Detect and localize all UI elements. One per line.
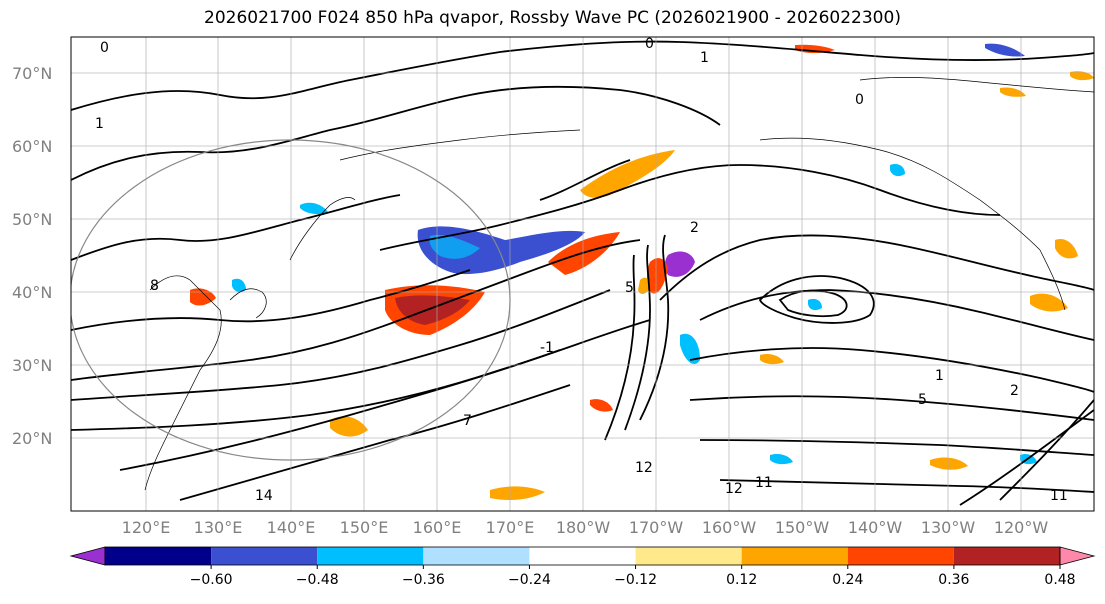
lon-label: 140°E bbox=[267, 518, 316, 537]
colorbar-tick-label: 0.24 bbox=[832, 572, 863, 588]
contour-label: 7 bbox=[463, 413, 472, 429]
colorbar-tick-label: −0.60 bbox=[190, 572, 233, 588]
colorbar-tick-label: −0.12 bbox=[614, 572, 657, 588]
lon-label: 160°E bbox=[413, 518, 462, 537]
lon-label: 150°W bbox=[775, 518, 830, 537]
lon-label: 130°W bbox=[921, 518, 976, 537]
lon-label: 130°E bbox=[194, 518, 243, 537]
contour-label: 12 bbox=[635, 460, 653, 476]
lat-label: 40°N bbox=[12, 283, 52, 302]
lat-label: 50°N bbox=[12, 210, 52, 229]
colorbar-tick-label: 0.12 bbox=[726, 572, 757, 588]
contour-label: 2 bbox=[1010, 383, 1019, 399]
contour-label: 1 bbox=[935, 368, 944, 384]
map-title: 2026021700 F024 850 hPa qvapor, Rossby W… bbox=[204, 8, 901, 28]
contour-label: 14 bbox=[255, 488, 273, 504]
colorbar-swatch bbox=[635, 547, 742, 565]
lon-label: 140°W bbox=[848, 518, 903, 537]
domain-ellipse bbox=[71, 139, 511, 461]
lat-label: 20°N bbox=[12, 429, 52, 448]
colorbar-swatch bbox=[211, 547, 318, 565]
contour-label: 5 bbox=[918, 392, 927, 408]
colorbar-tick-label: −0.24 bbox=[508, 572, 551, 588]
colorbar-swatch bbox=[105, 547, 212, 565]
lon-label: 170°W bbox=[629, 518, 684, 537]
colorbar-extend-high bbox=[1059, 546, 1096, 566]
contour-label: 1 bbox=[95, 116, 104, 132]
colorbar-swatch bbox=[529, 547, 636, 565]
colorbar-swatch bbox=[953, 547, 1060, 565]
colorbar-outline bbox=[104, 546, 1061, 566]
colorbar-swatch bbox=[317, 547, 424, 565]
lat-label: 30°N bbox=[12, 356, 52, 375]
lat-label: 70°N bbox=[12, 64, 52, 83]
colorbar-tick-label: 0.48 bbox=[1044, 572, 1075, 588]
lon-label: 180°W bbox=[556, 518, 611, 537]
lon-label: 170°E bbox=[486, 518, 535, 537]
colorbar-tick-label: −0.36 bbox=[402, 572, 445, 588]
contour-label: 0 bbox=[100, 40, 109, 56]
contour-label: 0 bbox=[645, 36, 654, 52]
colorbar-swatch bbox=[423, 547, 530, 565]
colorbar-tick-label: −0.48 bbox=[296, 572, 339, 588]
colorbar-swatch bbox=[741, 547, 848, 565]
colorbar: −0.60 −0.48 −0.36 −0.24 −0.12 0.12 0.24 0.36 0.4… bbox=[69, 546, 1096, 588]
contour-label: 12 bbox=[725, 481, 743, 497]
contour-label: 0 bbox=[855, 92, 864, 108]
contour-label: -1 bbox=[540, 340, 554, 356]
lon-label: 120°E bbox=[122, 518, 171, 537]
contour-label: 1 bbox=[700, 50, 709, 66]
contour-label: 11 bbox=[1050, 488, 1068, 504]
lon-label: 120°W bbox=[994, 518, 1049, 537]
colorbar-extend-low bbox=[69, 546, 106, 566]
lon-label: 150°E bbox=[340, 518, 389, 537]
graticule bbox=[71, 37, 1094, 511]
lat-label: 60°N bbox=[12, 137, 52, 156]
lon-label: 160°W bbox=[702, 518, 757, 537]
map-border bbox=[70, 36, 1095, 512]
map-area bbox=[71, 37, 1094, 511]
colorbar-swatch bbox=[847, 547, 954, 565]
contour-label: 5 bbox=[625, 280, 634, 296]
contour-label: 8 bbox=[150, 278, 159, 294]
colorbar-tick-label: 0.36 bbox=[938, 572, 969, 588]
contour-label: 2 bbox=[690, 220, 699, 236]
contour-label: 11 bbox=[755, 475, 773, 491]
